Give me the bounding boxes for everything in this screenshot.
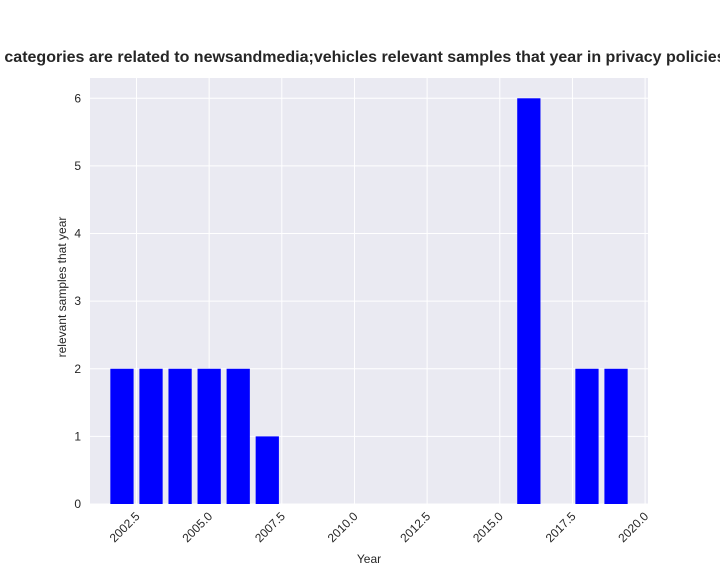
- y-tick-label: 0: [74, 497, 81, 511]
- x-axis-label: Year: [357, 552, 381, 566]
- y-tick-label: 2: [74, 362, 81, 376]
- x-tick-label: 2020.0: [615, 509, 651, 545]
- x-tick-label: 2005.0: [179, 509, 215, 545]
- bar-2003: [139, 368, 163, 504]
- bar-2002: [110, 368, 134, 504]
- x-tick-label: 2002.5: [107, 509, 143, 545]
- y-tick-label: 4: [74, 227, 81, 241]
- bar-2006: [226, 368, 250, 504]
- x-tick-label: 2015.0: [470, 509, 506, 545]
- x-tick-label: 2007.5: [252, 509, 288, 545]
- y-tick-labels: 0 1 2 3 4 5 6: [74, 91, 81, 511]
- y-axis-label: relevant samples that year: [55, 217, 69, 358]
- y-tick-label: 1: [74, 429, 81, 443]
- bar-2018: [575, 368, 599, 504]
- y-tick-label: 5: [74, 159, 81, 173]
- x-tick-label: 2012.5: [397, 509, 433, 545]
- x-tick-label: 2017.5: [543, 509, 579, 545]
- y-tick-label: 6: [74, 91, 81, 105]
- x-tick-label: 2010.0: [325, 509, 361, 545]
- bar-2004: [168, 368, 192, 504]
- y-tick-label: 3: [74, 294, 81, 308]
- bar-2007: [255, 436, 279, 504]
- bar-2016: [517, 98, 541, 505]
- chart-title: categories are related to newsandmedia;v…: [4, 49, 720, 66]
- bar-2019: [604, 368, 628, 504]
- x-tick-labels: 2002.5 2005.0 2007.5 2010.0 2012.5 2015.0 2017…: [107, 509, 652, 545]
- bar-2005: [197, 368, 221, 504]
- bars: [110, 98, 628, 505]
